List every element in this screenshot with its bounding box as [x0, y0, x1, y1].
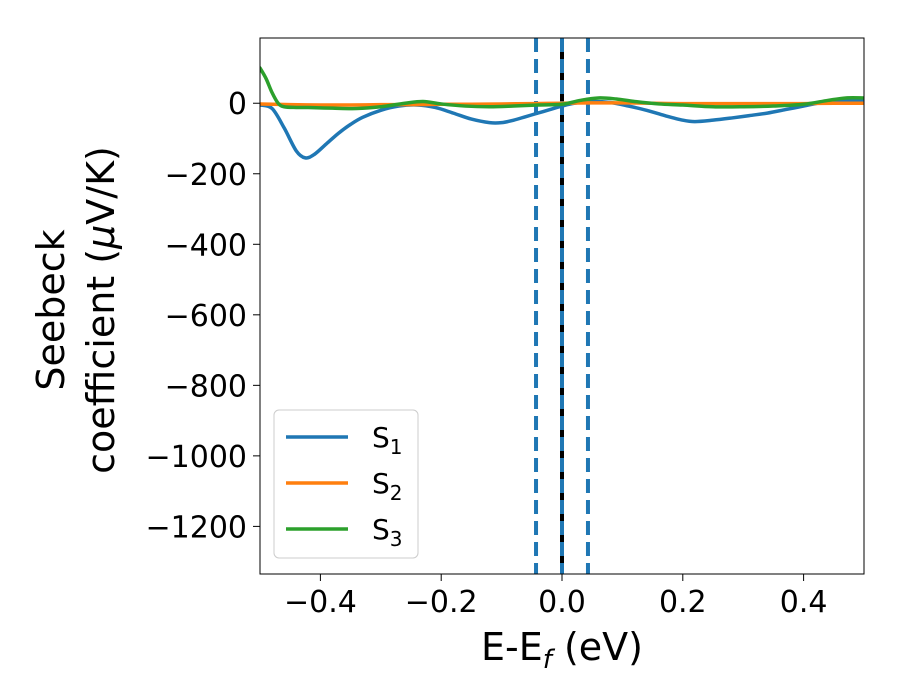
series-group	[260, 66, 864, 160]
reference-lines	[534, 38, 590, 574]
y-tick-label: −200	[165, 158, 247, 193]
y-tick-label: −800	[165, 369, 247, 404]
y-tick-label: −1000	[146, 440, 247, 475]
series-line-s3	[260, 66, 864, 111]
legend-label-s2: S2	[372, 467, 403, 505]
legend-label-s3: S3	[372, 513, 403, 551]
y-axis-label-mu: μ	[79, 225, 123, 250]
y-axis-label-line2: coefficient (μV/K)	[79, 146, 123, 474]
x-tick-label: −0.4	[284, 585, 357, 620]
x-tick-label: 0.4	[780, 585, 828, 620]
legend-label-s1: S1	[372, 421, 403, 459]
y-axis-label-text: coefficient (	[79, 249, 123, 474]
y-tick-label: −600	[165, 299, 247, 334]
y-tick-label: 0	[228, 87, 247, 122]
legend: S1 S2 S3	[273, 409, 419, 559]
y-tick-label: −400	[165, 228, 247, 263]
y-axis-ticks: 0 −200 −400 −600 −800 −1000 −1200	[146, 87, 260, 545]
y-tick-label: −1200	[146, 510, 247, 545]
y-axis-label-line1: Seebeck	[29, 229, 73, 390]
y-axis-label-unit: V/K)	[79, 146, 123, 225]
x-axis-ticks: −0.4 −0.2 0.0 0.2 0.4	[284, 574, 827, 620]
x-axis-label-main: E-E	[481, 625, 543, 669]
x-tick-label: 0.0	[538, 585, 586, 620]
x-axis-label-unit: (eV)	[552, 625, 643, 669]
x-axis-label: E-Ef (eV)	[481, 625, 643, 675]
series-line-s1	[260, 97, 864, 160]
x-tick-label: 0.2	[659, 585, 707, 620]
x-tick-label: −0.2	[405, 585, 478, 620]
